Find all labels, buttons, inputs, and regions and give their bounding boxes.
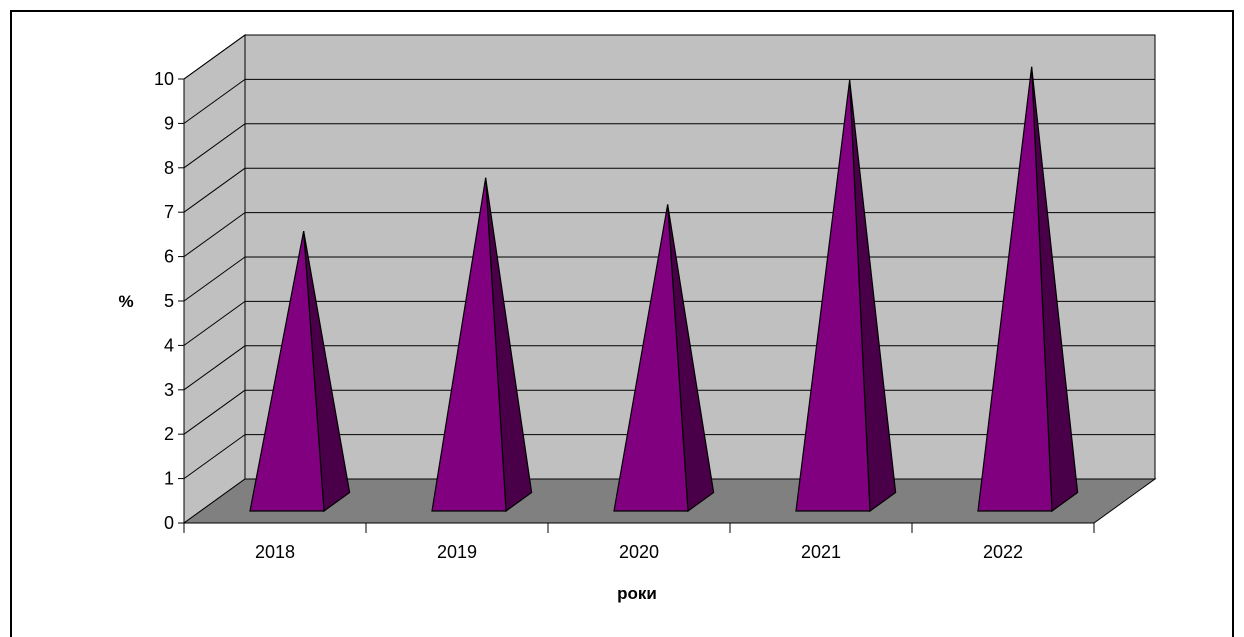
gridline-side [183,389,246,435]
gridline-side [183,300,246,346]
bar-2022 [977,66,1079,513]
axes [178,78,1095,533]
y-tick-label: 5 [164,291,174,311]
y-axis-title: % [118,292,133,311]
y-tick-label: 0 [164,513,174,533]
bar-2020 [613,204,715,513]
pyramid-front-face [431,177,507,512]
y-tick-label: 4 [164,335,174,355]
x-tick-label: 2018 [255,542,295,562]
x-tick-labels: 2018 2019 2020 2021 2022 [255,542,1023,562]
y-tick-labels: 0 1 2 3 4 5 6 7 8 9 10 [154,69,174,533]
y-tick-label: 9 [164,113,174,133]
gridline-side [183,34,246,80]
gridline-side [183,78,246,124]
y-tick-label: 6 [164,247,174,267]
gridline-side [183,434,246,480]
gridline-side [183,345,246,391]
gridline-side [183,123,246,169]
y-tick-label: 2 [164,424,174,444]
gridline-side [183,167,246,213]
gridline-side [183,256,246,302]
x-tick-label: 2019 [437,542,477,562]
x-tick-label: 2020 [619,542,659,562]
pyramid-front-face [795,80,871,512]
bars [249,66,1079,513]
pyramid-front-face [249,230,325,512]
pyramid-front-face [977,66,1053,512]
gridline-side [183,212,246,258]
pyramid-front-face [613,204,689,512]
y-tick-label: 1 [164,469,174,489]
x-tick-label: 2022 [983,542,1023,562]
bar-2019 [431,177,533,513]
y-tick-label: 7 [164,202,174,222]
y-tick-label: 8 [164,158,174,178]
x-axis-title: роки [617,584,657,603]
y-tick-label: 10 [154,69,174,89]
x-tick-label: 2021 [801,542,841,562]
bar-2018 [249,230,351,513]
y-tick-label: 3 [164,380,174,400]
bar-2021 [795,80,897,513]
